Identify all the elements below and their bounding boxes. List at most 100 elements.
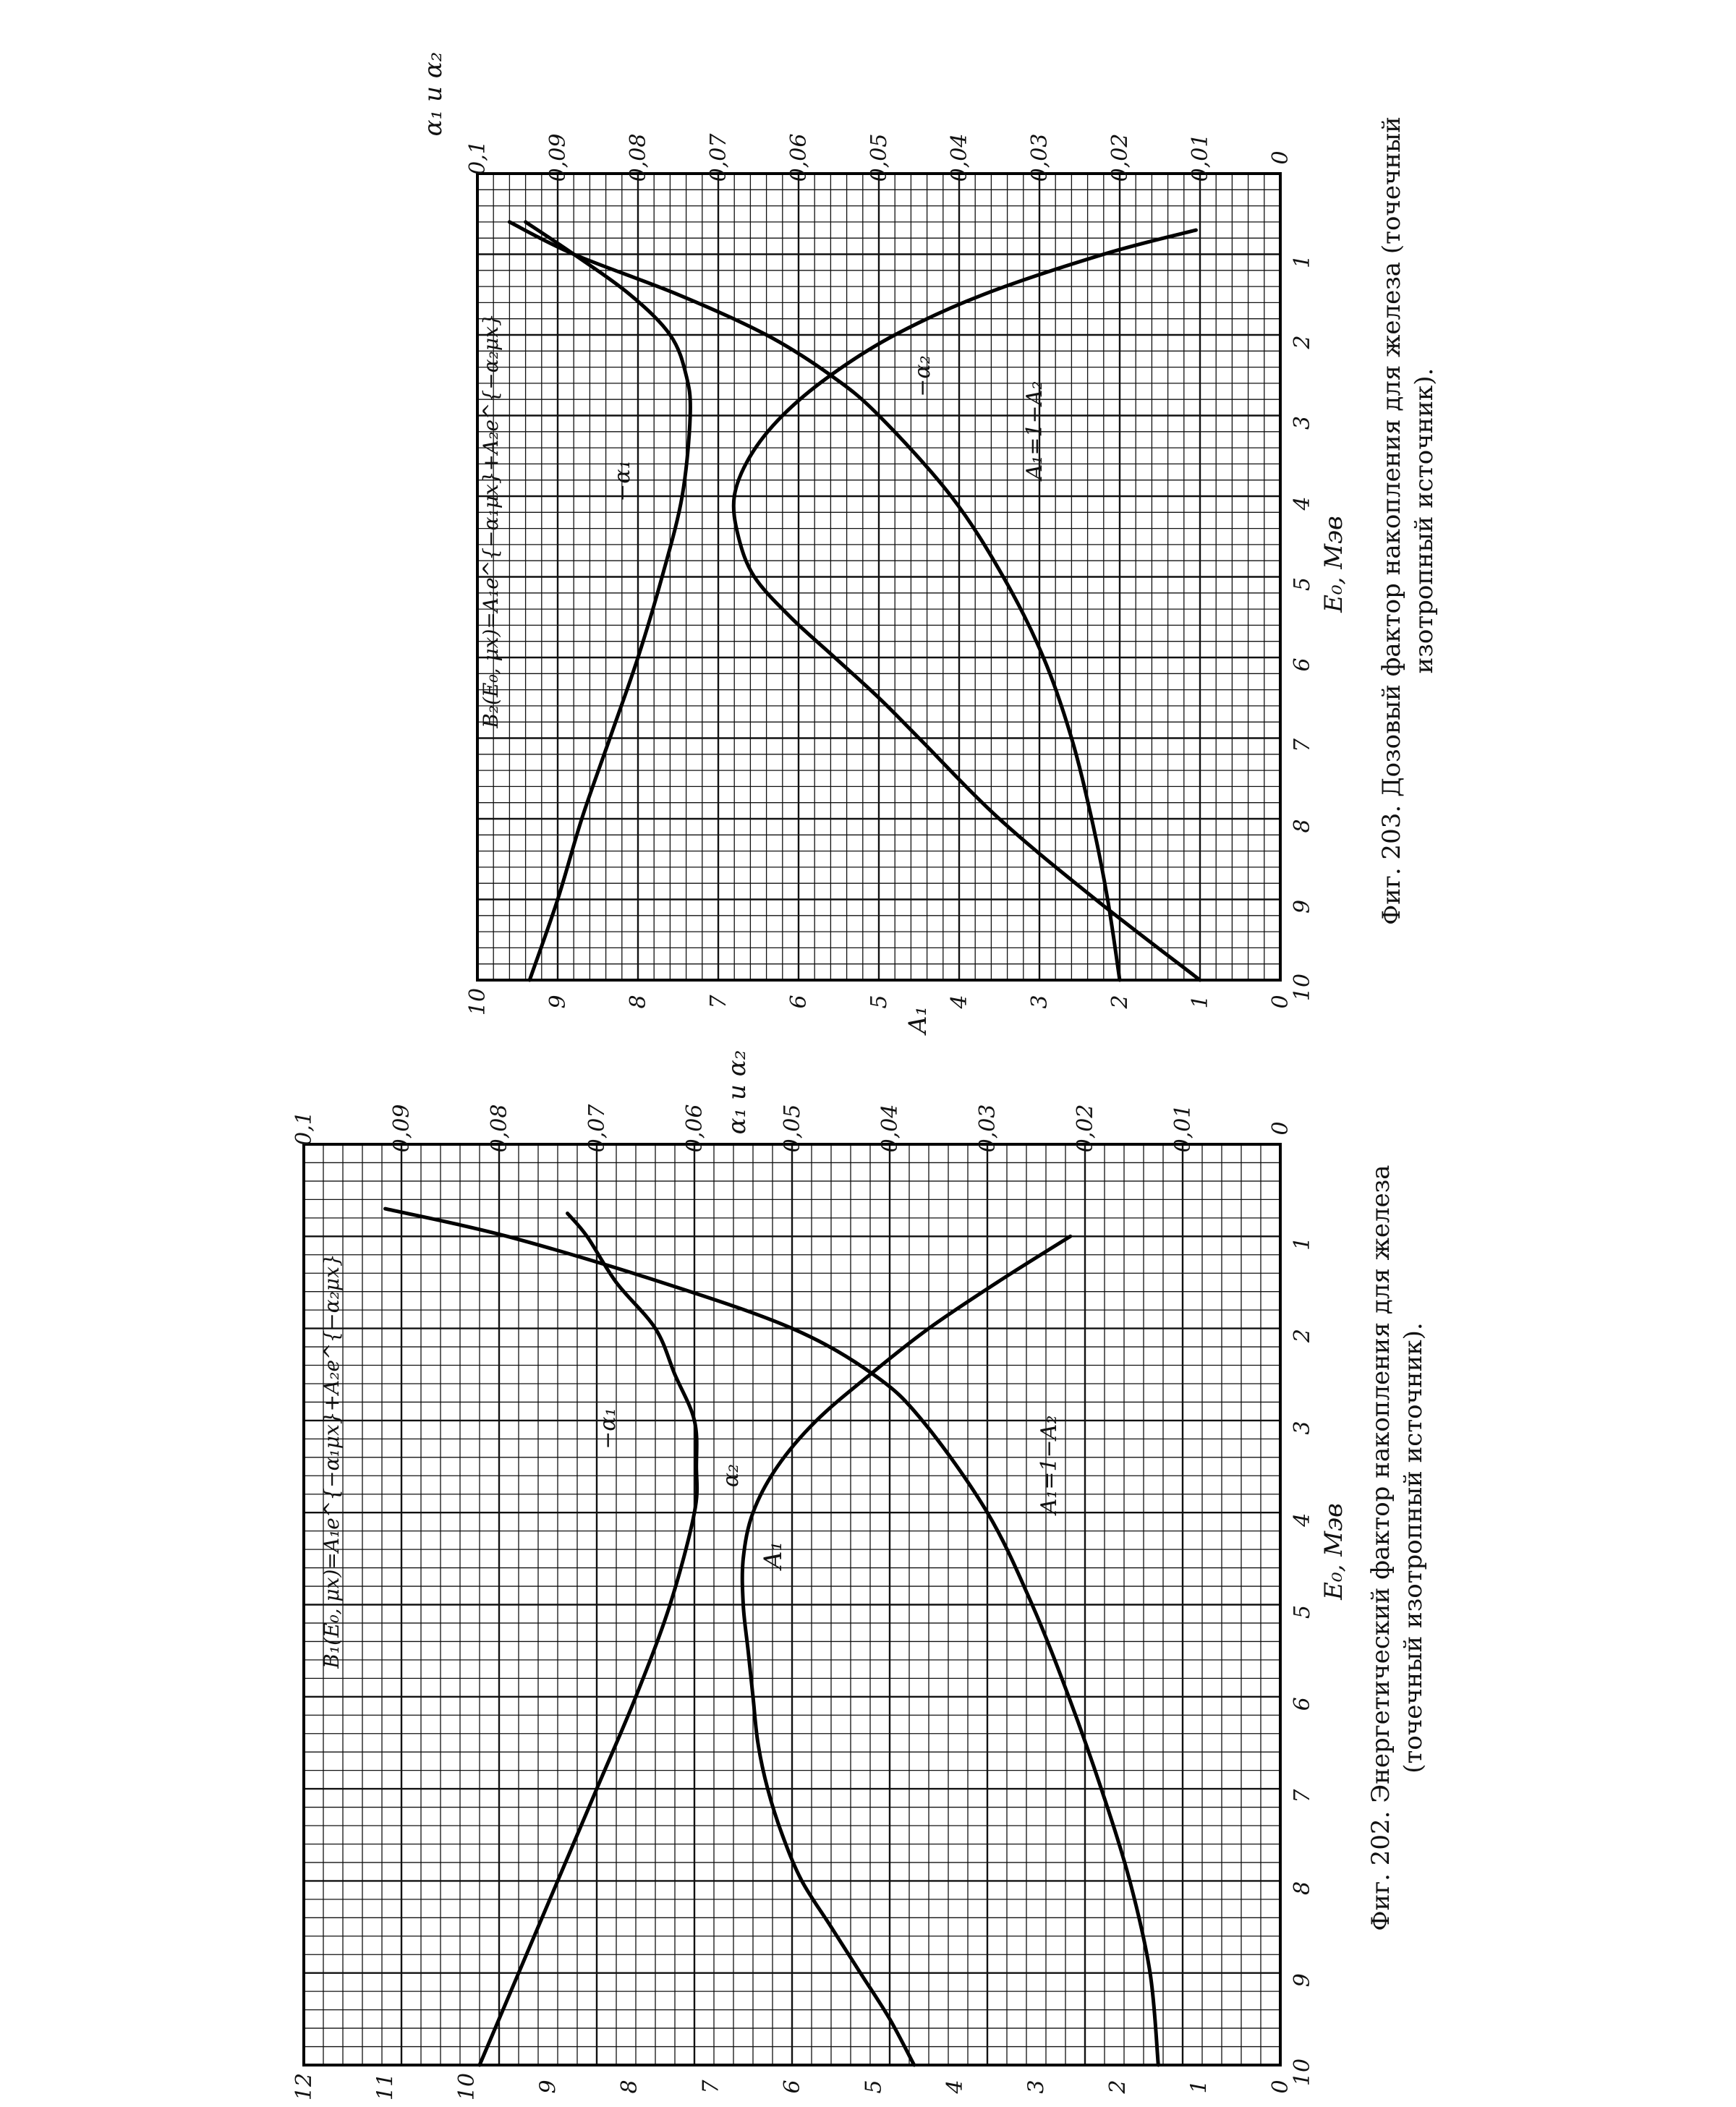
left-tick-label: 11	[373, 2073, 399, 2100]
x-tick-label: 2	[1290, 1329, 1315, 1343]
right-tick-label: 0,05	[780, 1104, 805, 1153]
left-tick-label: 3	[1024, 2080, 1050, 2093]
left-tick-label: 9	[545, 995, 571, 1008]
left-tick-label: 8	[617, 2080, 642, 2093]
left-tick-label: 8	[626, 995, 651, 1008]
curve-label-a1-203: A₁=1−A₂	[1022, 381, 1047, 482]
plot-frame-203	[476, 172, 1282, 982]
left-tick-label: 2	[1107, 995, 1133, 1009]
x-tick-label: 6	[1290, 1697, 1315, 1711]
right-tick-label: 0,04	[947, 134, 972, 182]
right-tick-label: 0,1	[292, 1111, 317, 1146]
x-tick-label: 1	[1290, 1237, 1315, 1251]
right-tick-label: 0	[1268, 1121, 1293, 1135]
curve-label-alpha1-203: −α₁	[610, 460, 635, 501]
caption-202-line2: (точечный изотропный источник).	[1399, 1322, 1428, 1774]
left-axis-label-202: A₁	[759, 1541, 788, 1571]
left-tick-label: 6	[780, 2080, 805, 2093]
x-tick-label: 7	[1290, 738, 1315, 752]
left-axis-label-203: A₁	[903, 1006, 932, 1036]
x-tick-label: 10	[1290, 974, 1315, 1001]
left-tick-label: 5	[867, 995, 892, 1008]
right-tick-label: 0,09	[389, 1104, 414, 1153]
left-tick-label: 1	[1187, 2080, 1212, 2093]
right-tick-label: 0,07	[584, 1104, 610, 1153]
left-tick-label: 4	[943, 2080, 968, 2094]
left-tick-label: 3	[1027, 995, 1052, 1008]
x-tick-label: 4	[1290, 1513, 1315, 1528]
grid-202	[302, 1143, 1282, 2066]
x-tick-label: 10	[1290, 2059, 1315, 2086]
right-tick-label: 0,02	[1107, 134, 1133, 182]
x-axis-label-203: E₀, Мэв	[1319, 516, 1348, 613]
x-tick-label: 8	[1290, 1881, 1315, 1895]
right-tick-label: 0,08	[626, 134, 651, 182]
curve-−α₂	[731, 228, 1202, 982]
left-tick-label: 4	[947, 995, 972, 1009]
right-axis-label-202: α₁ и α₂	[723, 1050, 752, 1135]
right-tick-label: 0,07	[706, 133, 731, 182]
right-tick-label: 0,03	[975, 1104, 1000, 1153]
right-axis-label-203: α₁ и α₂	[419, 52, 448, 137]
right-tick-label: 0,06	[682, 1104, 707, 1153]
left-tick-label: 5	[861, 2080, 887, 2093]
plot-frame	[302, 1143, 1282, 2066]
left-tick-label: 1	[1188, 995, 1213, 1008]
curve-A₁=1−A₂	[383, 1206, 1160, 2067]
caption-202-line1: Фиг. 202. Энергетический фактор накоплен…	[1366, 1165, 1395, 1931]
left-tick-label: 12	[292, 2073, 317, 2100]
x-tick-label: 7	[1290, 1789, 1315, 1803]
x-tick-label: 4	[1290, 496, 1315, 511]
x-tick-label: 3	[1290, 1421, 1315, 1434]
right-tick-label: 0,04	[877, 1104, 903, 1153]
x-tick-label: 9	[1290, 1973, 1315, 1987]
caption-203-line2: изотропный источник).	[1410, 368, 1439, 674]
left-tick-label: 6	[786, 995, 812, 1008]
figure-202: 12345678910012345678910111200,010,020,03…	[292, 1050, 1428, 2100]
x-tick-label: 3	[1290, 416, 1315, 430]
grid-203	[476, 172, 1282, 982]
right-tick-label: 0,06	[786, 134, 812, 182]
right-tick-label: 0,01	[1188, 134, 1213, 182]
right-tick-label: 0,03	[1027, 134, 1052, 182]
figure-203: 1234567891001234567891000,010,020,030,04…	[419, 52, 1439, 1036]
curve-label-alpha2-202: α₂	[718, 1464, 744, 1487]
curve-label-alpha1-202: −α₁	[595, 1408, 621, 1449]
curve-α₂	[740, 1234, 1073, 2067]
right-tick-label: 0,1	[465, 140, 490, 175]
curves-203	[507, 220, 1202, 982]
formula-202: B₁(E₀, μx)=A₁e^{−α₁μx}+A₂e^{−α₂μx}	[320, 1253, 344, 1669]
right-tick-label: 0,02	[1073, 1104, 1098, 1153]
left-tick-label: 7	[706, 995, 731, 1009]
ticks-203: 1234567891001234567891000,010,020,030,04…	[465, 133, 1315, 1016]
x-tick-label: 1	[1290, 255, 1315, 268]
x-tick-label: 8	[1290, 819, 1315, 833]
left-tick-label: 2	[1105, 2080, 1131, 2094]
curve-A₁=1−A₂	[507, 220, 1122, 982]
x-tick-label: 5	[1290, 1605, 1315, 1619]
ticks-202: 12345678910012345678910111200,010,020,03…	[292, 1104, 1315, 2100]
left-tick-label: 0	[1268, 2080, 1293, 2093]
curve-label-a1-202: A₁=1−A₂	[1037, 1416, 1062, 1517]
right-tick-label: 0	[1268, 150, 1293, 164]
x-tick-label: 2	[1290, 335, 1315, 349]
right-tick-label: 0,01	[1170, 1104, 1196, 1153]
x-tick-label: 6	[1290, 657, 1315, 671]
right-tick-label: 0,09	[545, 134, 571, 182]
x-tick-label: 9	[1290, 900, 1315, 914]
left-tick-label: 9	[536, 2080, 561, 2093]
curve-−α₁	[477, 1212, 699, 2067]
left-tick-label: 10	[454, 2073, 480, 2100]
curves-202	[383, 1206, 1160, 2067]
right-tick-label: 0,08	[487, 1104, 512, 1153]
x-axis-label-202: E₀, Мэв	[1319, 1503, 1348, 1601]
plot-frame-202	[302, 1143, 1282, 2066]
curve-label-alpha2-203: −α₂	[910, 355, 935, 396]
x-tick-label: 5	[1290, 577, 1315, 591]
right-tick-label: 0,05	[867, 134, 892, 182]
left-tick-label: 0	[1268, 995, 1293, 1008]
caption-203-line1: Фиг. 203. Дозовый фактор накопления для …	[1377, 116, 1406, 925]
left-tick-label: 10	[465, 988, 490, 1016]
plot-frame	[476, 172, 1282, 982]
